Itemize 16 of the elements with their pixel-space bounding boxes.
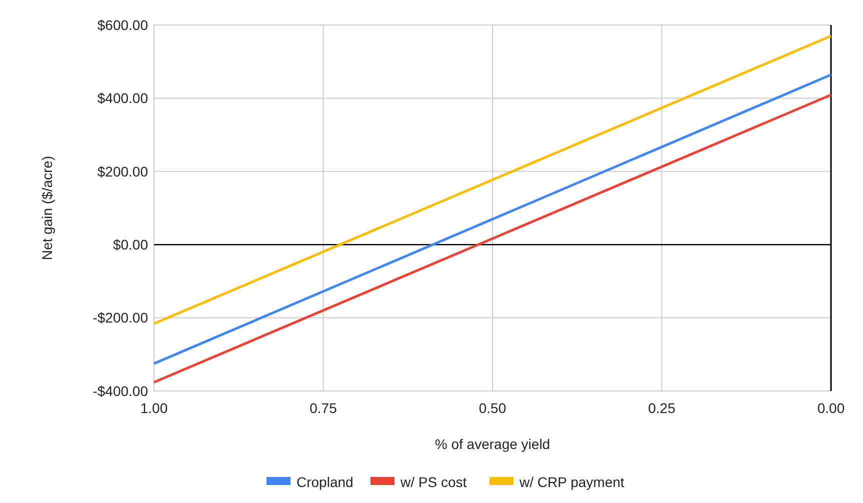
y-tick-label: $0.00 [112,236,148,252]
y-tick-label: $600.00 [97,16,148,33]
x-tick-label: 1.00 [140,400,168,416]
x-tick-label: 0.25 [648,400,676,416]
x-tick-label: 0.75 [310,400,338,416]
legend-label: w/ CRP payment [518,474,624,490]
y-tick-label: $400.00 [97,90,148,106]
x-axis-title: % of average yield [434,436,550,452]
y-tick-label: -$400.00 [92,382,148,399]
y-tick-label: -$200.00 [92,310,148,326]
y-axis-title: Net gain ($/acre) [39,156,55,260]
x-tick-label: 0.50 [478,400,506,416]
x-tick-label: 0.00 [817,400,845,416]
legend-label: Cropland [296,474,354,490]
legend-label: w/ PS cost [400,474,467,490]
y-tick-label: $200.00 [97,163,148,180]
